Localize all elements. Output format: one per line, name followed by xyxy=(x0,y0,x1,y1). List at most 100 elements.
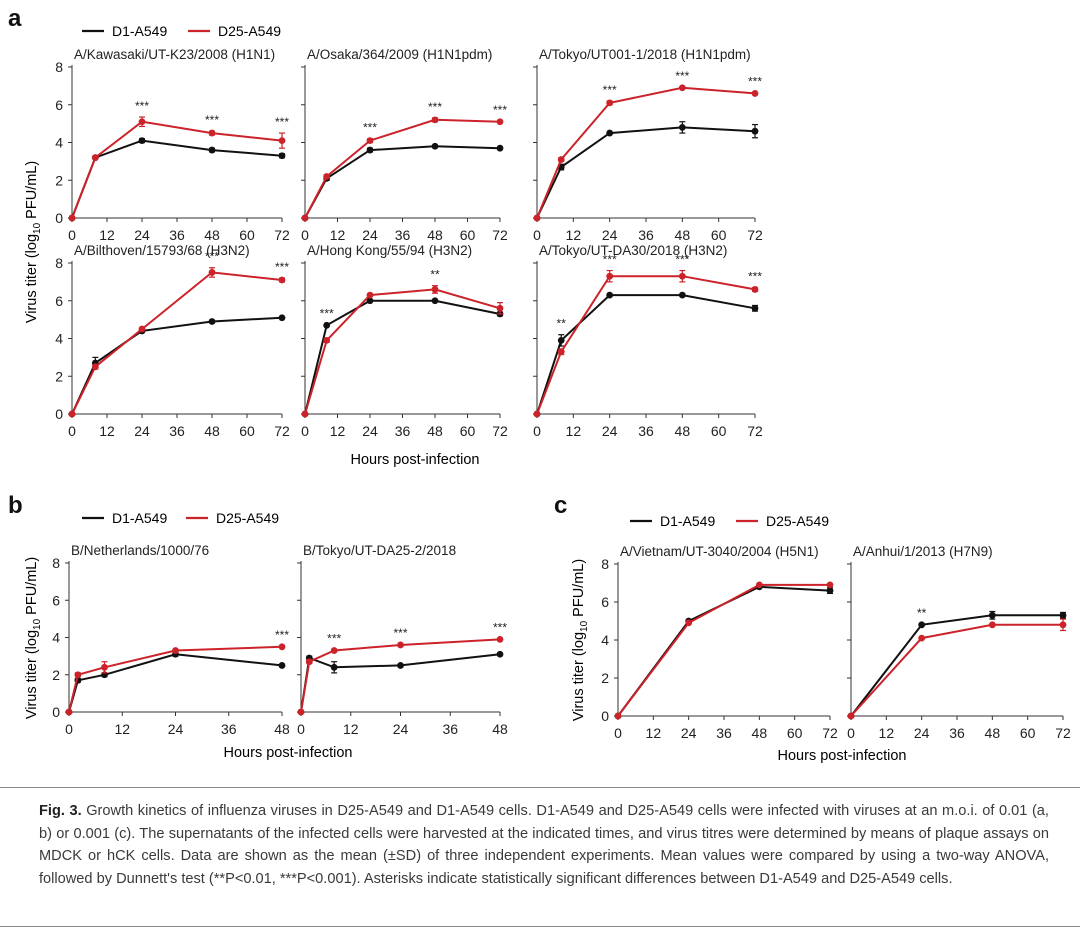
series-d1 xyxy=(847,610,1067,720)
data-point xyxy=(397,662,404,669)
x-tick-label: 72 xyxy=(747,227,763,243)
significance-marker: *** xyxy=(493,620,507,634)
x-tick-label: 48 xyxy=(675,227,691,243)
data-point xyxy=(91,363,99,371)
series-d1 xyxy=(533,121,759,222)
chart-title: A/Vietnam/UT-3040/2004 (H5N1) xyxy=(620,544,819,559)
x-tick-label: 48 xyxy=(985,725,1001,741)
x-tick-label: 24 xyxy=(362,423,378,439)
data-point xyxy=(366,146,374,154)
significance-marker: *** xyxy=(748,74,762,88)
significance-marker: ** xyxy=(557,317,567,331)
data-point xyxy=(496,118,504,126)
significance-marker: *** xyxy=(205,113,219,127)
y-axis-label-prefix: Virus titer (log xyxy=(24,630,40,719)
series-d25 xyxy=(847,618,1067,720)
data-point xyxy=(685,619,693,627)
series-d1 xyxy=(533,291,759,418)
significance-marker: *** xyxy=(748,270,762,284)
legend-label-d1: D1-A549 xyxy=(112,23,167,39)
series-d1 xyxy=(68,137,286,222)
caption-text: Growth kinetics of influenza viruses in … xyxy=(39,803,1049,887)
data-point xyxy=(496,635,504,643)
series-d25 xyxy=(68,267,286,418)
x-tick-label: 12 xyxy=(330,227,346,243)
data-point xyxy=(297,708,305,716)
x-tick-label: 60 xyxy=(239,423,255,439)
figure-3: a b c D1-A549 D25-A549 D1-A549 D25-A549 … xyxy=(8,5,1071,764)
data-point xyxy=(91,154,99,162)
significance-marker: *** xyxy=(675,69,689,83)
series-line xyxy=(536,275,756,415)
y-axis-label-a: Virus titer (log10 PFU/mL) xyxy=(24,161,43,323)
chart-title: A/Anhui/1/2013 (H7N9) xyxy=(853,544,993,559)
chart-panel-8: B/Tokyo/UT-DA25-2/2018 0 12 24 36 48 *** *** *** xyxy=(297,543,508,737)
series-d25 xyxy=(297,635,504,716)
data-point xyxy=(496,144,504,152)
x-tick-label: 0 xyxy=(847,725,855,741)
x-tick-label: 60 xyxy=(711,423,727,439)
significance-marker: *** xyxy=(327,632,341,646)
significance-marker: *** xyxy=(603,83,617,97)
caption-top-rule xyxy=(0,787,1080,788)
chart-title: B/Tokyo/UT-DA25-2/2018 xyxy=(303,543,456,558)
y-axis-label-prefix: Virus titer (log xyxy=(571,632,587,721)
data-point xyxy=(826,581,834,589)
chart-panel-3: A/Tokyo/UT001-1/2018 (H1N1pdm) 0 12 24 36 48 6… xyxy=(533,47,763,243)
y-tick-label: 6 xyxy=(55,97,63,113)
data-point xyxy=(751,286,759,293)
legend-label-d1: D1-A549 xyxy=(112,510,167,526)
x-tick-label: 60 xyxy=(787,725,803,741)
y-tick-label: 4 xyxy=(55,135,63,151)
series-d1 xyxy=(301,142,504,222)
data-point xyxy=(918,621,926,629)
chart-panel-6: A/Tokyo/UT-DA30/2018 (H3N2) 0 12 24 36 48 60 72… xyxy=(533,243,763,439)
data-point xyxy=(826,587,834,594)
data-point xyxy=(918,634,926,642)
series-line xyxy=(71,120,283,219)
data-point xyxy=(68,214,76,222)
chart-panel-10: A/Anhui/1/2013 (H7N9) 0 12 24 36 48 60 72 ** xyxy=(847,544,1071,741)
legend-c: D1-A549 D25-A549 xyxy=(630,513,829,529)
data-point xyxy=(847,712,855,720)
data-point xyxy=(557,336,565,344)
x-tick-label: 72 xyxy=(747,423,763,439)
legend-b: D1-A549 D25-A549 xyxy=(82,510,279,526)
data-point xyxy=(751,304,759,312)
x-tick-label: 60 xyxy=(1020,725,1036,741)
significance-marker: *** xyxy=(275,260,289,274)
x-tick-label: 0 xyxy=(68,227,76,243)
chart-title: A/Osaka/364/2009 (H1N1pdm) xyxy=(307,47,492,62)
y-tick-label: 6 xyxy=(52,592,60,608)
y-tick-label: 8 xyxy=(55,59,63,75)
series-line xyxy=(617,585,831,717)
x-tick-label: 24 xyxy=(134,227,150,243)
data-point xyxy=(678,291,686,299)
x-tick-label: 12 xyxy=(646,725,662,741)
data-point xyxy=(678,124,686,131)
caption-bottom-rule xyxy=(0,926,1080,927)
series-d25 xyxy=(533,84,759,222)
series-line xyxy=(304,145,501,219)
x-tick-label: 12 xyxy=(879,725,895,741)
y-tick-label: 2 xyxy=(55,368,63,384)
x-tick-label: 72 xyxy=(1055,725,1071,741)
data-point xyxy=(751,90,759,97)
data-point xyxy=(397,641,404,649)
significance-marker: ** xyxy=(917,606,927,620)
x-tick-label: 0 xyxy=(65,721,73,737)
x-tick-label: 36 xyxy=(442,721,458,737)
data-point xyxy=(557,156,565,163)
data-point xyxy=(606,129,614,137)
y-tick-label: 2 xyxy=(52,667,60,683)
x-tick-label: 12 xyxy=(114,721,130,737)
y-axis-label-suffix: PFU/mL) xyxy=(571,559,587,621)
series-line xyxy=(536,126,756,219)
data-point xyxy=(751,127,759,135)
data-point xyxy=(323,173,331,180)
y-tick-label: 4 xyxy=(55,331,63,347)
chart-title: A/Tokyo/UT001-1/2018 (H1N1pdm) xyxy=(539,47,751,62)
data-point xyxy=(301,410,309,418)
data-point xyxy=(614,712,622,720)
